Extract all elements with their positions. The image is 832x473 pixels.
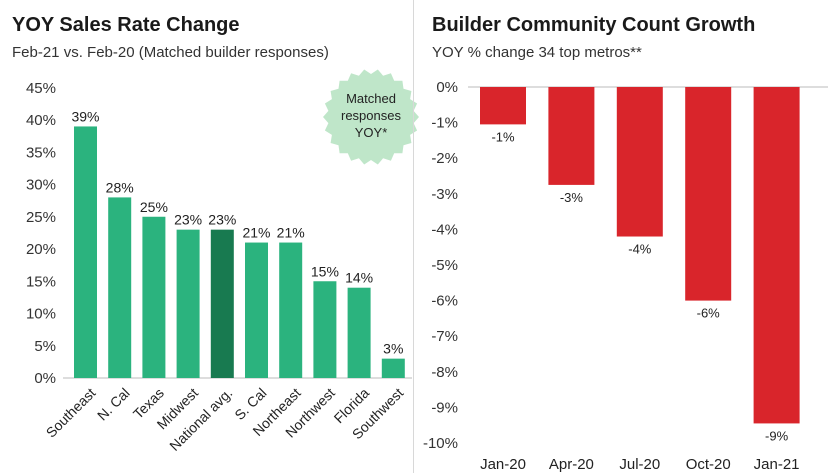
bar bbox=[753, 87, 800, 424]
chart-title: Builder Community Count Growth bbox=[432, 14, 756, 36]
y-tick-label: -4% bbox=[431, 221, 458, 238]
data-label: -4% bbox=[628, 242, 652, 257]
x-tick-label: Southeast bbox=[43, 385, 99, 441]
annotation-text: Matched bbox=[346, 91, 396, 106]
data-label: 21% bbox=[277, 225, 305, 241]
data-label: 28% bbox=[106, 179, 134, 195]
y-tick-label: -6% bbox=[431, 293, 458, 310]
community-count-bar-chart: 0% -1% -2% -3% -4% -5% -6% -7% -8% -9% -10% -1% Jan-… bbox=[423, 79, 828, 473]
x-tick-label: Jan-20 bbox=[480, 456, 526, 473]
panel-divider bbox=[413, 0, 414, 473]
data-label: 39% bbox=[71, 108, 99, 124]
annotation-text: YOY* bbox=[355, 125, 388, 140]
y-tick-label: -3% bbox=[431, 186, 458, 203]
bar bbox=[108, 197, 132, 378]
y-tick-label: 45% bbox=[26, 80, 56, 97]
data-label: 23% bbox=[174, 212, 202, 228]
y-tick-label: -8% bbox=[431, 364, 458, 381]
sales-rate-bar-chart: 0% 5% 10% 15% 20% 25% 30% 35% 40% 45% 39% Southeast… bbox=[26, 69, 419, 454]
bar bbox=[245, 242, 268, 378]
data-label: 14% bbox=[345, 270, 373, 286]
sales-rate-chart-panel: YOY Sales Rate Change Feb-21 vs. Feb-20 … bbox=[12, 14, 419, 454]
community-count-chart-panel: Builder Community Count Growth YOY % cha… bbox=[416, 0, 832, 473]
bar bbox=[480, 87, 526, 125]
data-label: 25% bbox=[140, 199, 168, 215]
y-tick-label: 35% bbox=[26, 144, 56, 161]
bar bbox=[381, 358, 405, 378]
data-label: -3% bbox=[560, 190, 584, 205]
y-tick-label: 5% bbox=[34, 338, 56, 355]
y-tick-label: -5% bbox=[431, 257, 458, 274]
data-label: 3% bbox=[383, 341, 403, 357]
y-tick-label: 10% bbox=[26, 306, 56, 323]
chart-subtitle: Feb-21 vs. Feb-20 (Matched builder respo… bbox=[12, 44, 329, 61]
y-tick-label: 0% bbox=[436, 79, 458, 96]
bar bbox=[548, 87, 595, 185]
y-tick-label: -10% bbox=[423, 435, 458, 452]
y-tick-label: -1% bbox=[431, 115, 458, 132]
bar bbox=[347, 287, 371, 378]
y-tick-label: -9% bbox=[431, 399, 458, 416]
data-label: 15% bbox=[311, 263, 339, 279]
x-tick-label: N. Cal bbox=[94, 385, 133, 424]
bar bbox=[176, 229, 200, 378]
bar bbox=[210, 229, 234, 378]
bar bbox=[313, 281, 337, 378]
annotation-text: responses bbox=[341, 108, 401, 123]
x-tick-label: Apr-20 bbox=[549, 456, 594, 473]
bar bbox=[616, 87, 663, 237]
bar bbox=[142, 216, 166, 378]
data-label: -1% bbox=[491, 129, 515, 144]
y-tick-label: 20% bbox=[26, 241, 56, 258]
chart-subtitle: YOY % change 34 top metros** bbox=[432, 44, 642, 61]
bar bbox=[685, 87, 732, 301]
data-label: -9% bbox=[765, 428, 789, 443]
y-tick-label: -2% bbox=[431, 150, 458, 167]
y-tick-label: 30% bbox=[26, 177, 56, 194]
y-tick-label: 0% bbox=[34, 370, 56, 387]
y-tick-label: 40% bbox=[26, 112, 56, 129]
x-tick-label: Jul-20 bbox=[619, 456, 660, 473]
data-label: 23% bbox=[208, 212, 236, 228]
y-tick-label: 25% bbox=[26, 209, 56, 226]
data-label: 21% bbox=[242, 225, 270, 241]
bar bbox=[279, 242, 303, 378]
x-tick-label: Jan-21 bbox=[754, 456, 800, 473]
y-tick-label: 15% bbox=[26, 273, 56, 290]
chart-title: YOY Sales Rate Change bbox=[12, 14, 240, 36]
data-label: -6% bbox=[697, 306, 721, 321]
bar bbox=[74, 126, 97, 378]
y-tick-label: -7% bbox=[431, 328, 458, 345]
x-tick-label: Oct-20 bbox=[686, 456, 731, 473]
annotation-seal bbox=[323, 69, 419, 165]
